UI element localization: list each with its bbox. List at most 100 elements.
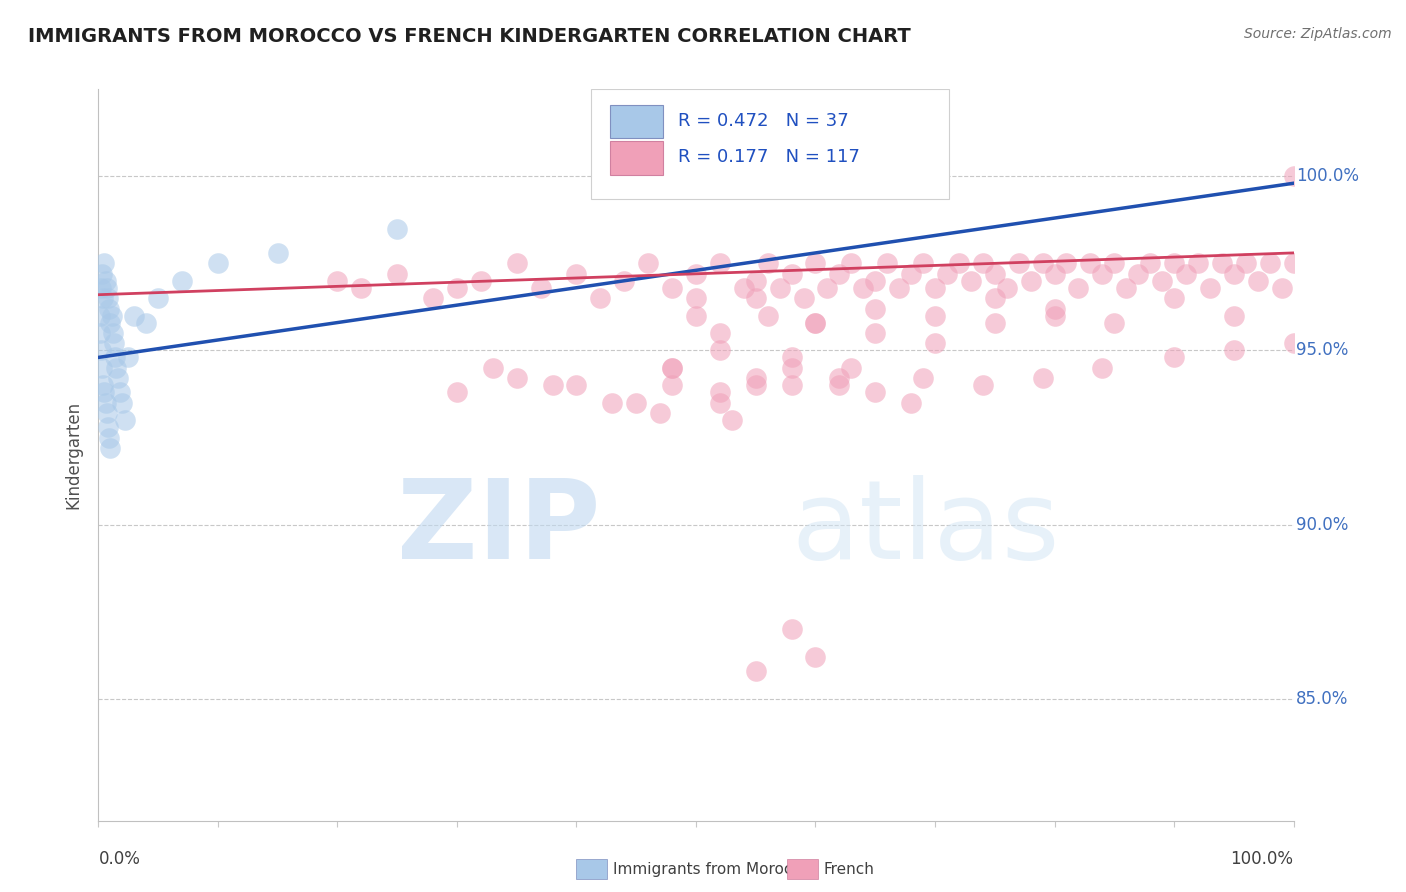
Point [745,291,768,305]
Point [1056,256,1078,270]
Point [1175,267,1198,281]
Point [565,378,588,392]
Point [709,326,731,340]
Point [90,281,112,295]
Point [1019,274,1042,288]
Text: 100.0%: 100.0% [1230,850,1294,868]
Point [98,441,122,455]
Point [924,309,946,323]
Point [1080,256,1102,270]
Point [108,385,131,400]
Point [756,256,779,270]
Point [1223,343,1246,358]
Point [89,309,111,323]
Point [91,378,114,392]
Point [828,378,851,392]
Point [948,256,970,270]
Text: 95.0%: 95.0% [1296,342,1348,359]
Point [93,385,115,400]
Point [207,256,229,270]
Point [1234,256,1257,270]
Point [506,256,529,270]
Point [541,378,564,392]
Point [350,281,373,295]
Point [865,301,887,316]
Point [589,291,612,305]
Point [1223,267,1246,281]
Point [94,395,117,409]
Point [90,343,112,358]
Point [1163,256,1185,270]
Point [637,256,659,270]
Point [745,378,768,392]
Point [267,246,290,260]
Point [972,256,994,270]
Point [1163,351,1185,365]
Point [685,267,707,281]
Point [1032,256,1054,270]
Point [565,267,588,281]
Y-axis label: Kindergarten: Kindergarten [65,401,83,509]
Point [804,256,827,270]
Point [96,281,118,295]
Point [1282,169,1305,184]
Point [745,371,768,385]
Point [876,256,898,270]
Point [733,281,755,295]
Point [103,336,125,351]
Point [326,274,349,288]
Point [1043,267,1066,281]
Point [780,351,803,365]
Text: Source: ZipAtlas.com: Source: ZipAtlas.com [1244,27,1392,41]
Point [1115,281,1137,295]
Point [98,316,122,330]
Point [97,420,120,434]
Point [1271,281,1294,295]
FancyBboxPatch shape [610,141,662,175]
Point [865,274,887,288]
FancyBboxPatch shape [610,104,662,138]
Point [815,281,838,295]
Point [1128,267,1150,281]
Point [100,309,122,323]
Point [756,309,779,323]
Point [745,274,768,288]
Point [93,256,115,270]
Point [1008,256,1031,270]
Point [828,371,851,385]
Point [114,413,136,427]
Point [924,281,946,295]
Point [626,395,648,409]
Point [148,291,170,305]
Point [98,301,121,316]
Point [780,267,803,281]
Point [685,309,707,323]
Point [602,395,624,409]
Text: ZIP: ZIP [396,475,600,582]
Point [470,274,492,288]
Point [1187,256,1209,270]
Point [96,406,118,420]
Point [1223,309,1246,323]
Point [780,378,803,392]
Point [709,256,731,270]
Point [911,371,934,385]
Point [828,267,851,281]
Text: IMMIGRANTS FROM MOROCCO VS FRENCH KINDERGARTEN CORRELATION CHART: IMMIGRANTS FROM MOROCCO VS FRENCH KINDER… [28,27,911,45]
Point [865,326,887,340]
Point [1139,256,1161,270]
Point [804,316,827,330]
Point [661,360,683,375]
Point [648,406,672,420]
Point [446,385,468,400]
Point [91,291,114,305]
Point [960,274,983,288]
Point [101,326,124,340]
Point [1104,256,1126,270]
Point [1104,316,1126,330]
Point [889,281,911,295]
Point [709,385,731,400]
Point [709,395,731,409]
Text: 100.0%: 100.0% [1296,168,1360,186]
Point [841,256,863,270]
